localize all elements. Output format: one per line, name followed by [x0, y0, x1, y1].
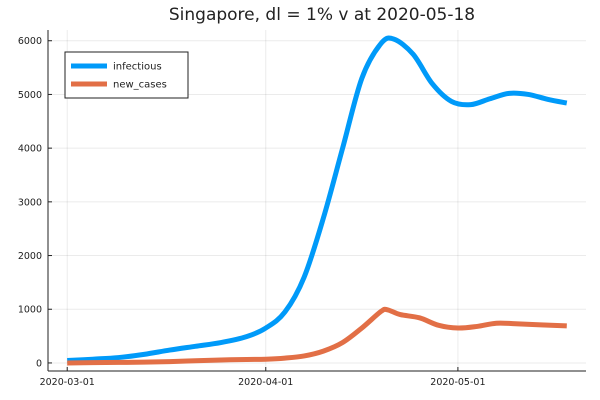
y-tick-label: 2000 — [18, 251, 42, 262]
series-line-new-cases — [67, 306, 567, 366]
y-tick-label: 5000 — [18, 90, 42, 101]
tick-labels: 0 1000 2000 3000 4000 5000 6000 2020-03-01 2020-… — [18, 36, 486, 388]
legend-box — [64, 51, 189, 99]
x-tick-label: 2020-05-01 — [430, 377, 485, 388]
series-lines — [67, 35, 568, 366]
legend: infectious new_cases — [64, 51, 189, 99]
x-tick-label: 2020-04-01 — [238, 377, 293, 388]
series-line-infectious — [67, 35, 568, 364]
y-tick-label: 6000 — [18, 36, 42, 47]
y-tick-label: 0 — [36, 358, 42, 369]
y-tick-label: 3000 — [18, 197, 42, 208]
y-tick-label: 4000 — [18, 144, 42, 155]
chart-title: Singapore, dl = 1% v at 2020-05-18 — [169, 5, 475, 25]
legend-label: new_cases — [113, 80, 167, 91]
y-tick-label: 1000 — [18, 305, 42, 316]
legend-label: infectious — [113, 62, 162, 73]
axes — [47, 30, 586, 372]
x-tick-label: 2020-03-01 — [40, 377, 95, 388]
